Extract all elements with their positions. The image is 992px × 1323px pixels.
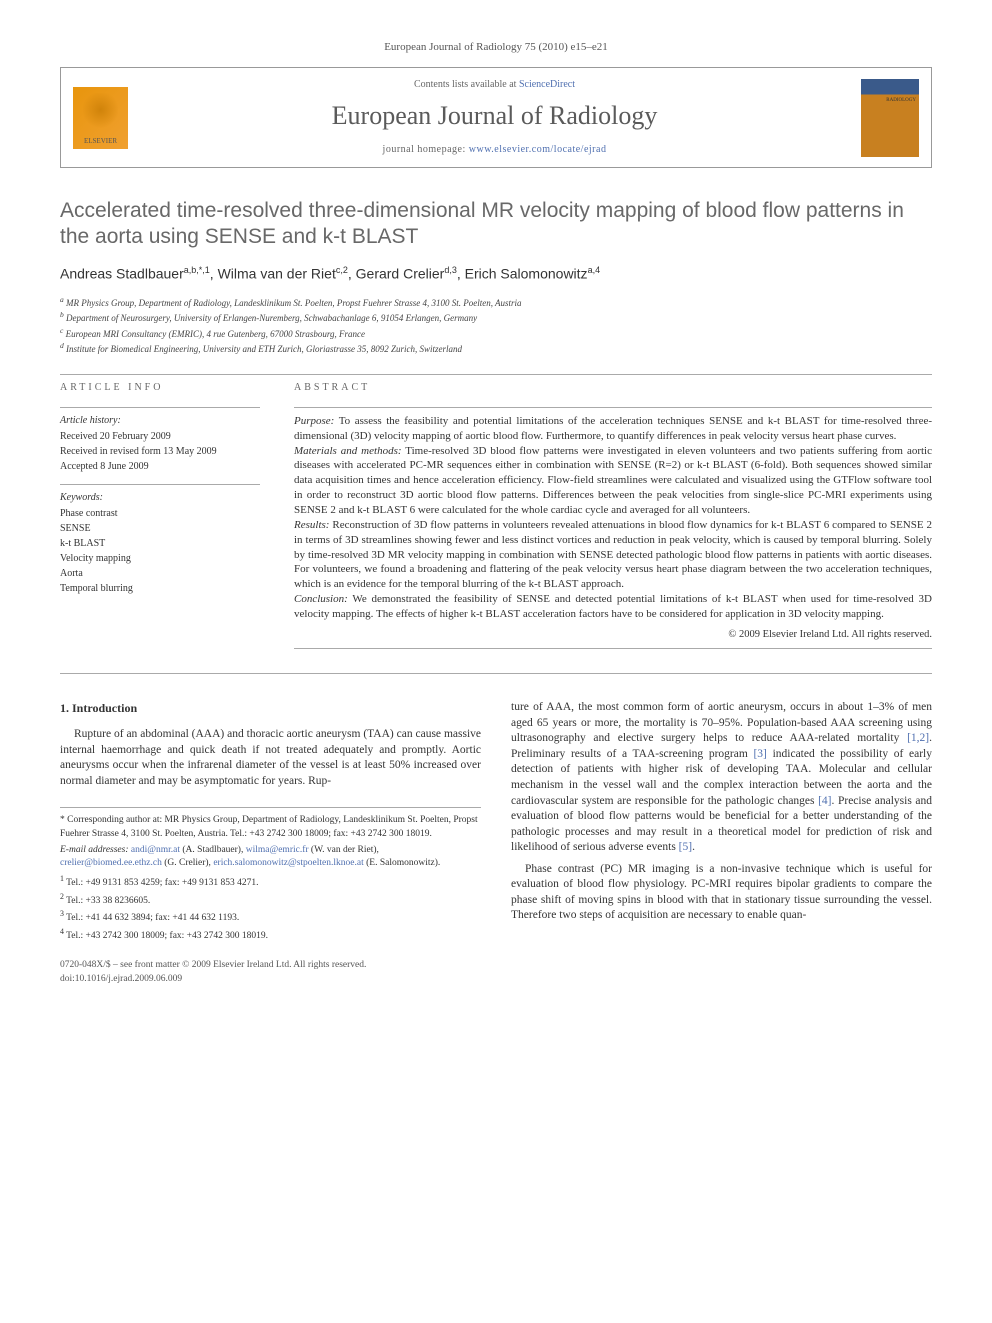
history-item: Received in revised form 13 May 2009	[60, 445, 260, 459]
footnotes-block: * Corresponding author at: MR Physics Gr…	[60, 807, 481, 943]
contents-prefix: Contents lists available at	[414, 79, 519, 90]
affiliation-line: c European MRI Consultancy (EMRIC), 4 ru…	[60, 326, 932, 341]
footnote-tel: 3 Tel.: +41 44 632 3894; fax: +41 44 632…	[60, 908, 481, 925]
abstract-segment: Conclusion: We demonstrated the feasibil…	[294, 592, 932, 622]
elsevier-logo: ELSEVIER	[73, 87, 128, 149]
abstract-label: ABSTRACT	[294, 381, 932, 395]
citation-header: European Journal of Radiology 75 (2010) …	[60, 40, 932, 55]
keyword-item: Velocity mapping	[60, 552, 260, 566]
affiliations: a MR Physics Group, Department of Radiol…	[60, 295, 932, 356]
email-link[interactable]: andi@nmr.at	[131, 845, 180, 855]
text-run: .	[692, 841, 695, 853]
body-paragraph: ture of AAA, the most common form of aor…	[511, 700, 932, 855]
homepage-prefix: journal homepage:	[383, 144, 469, 155]
history-item: Received 20 February 2009	[60, 430, 260, 444]
email-addresses: E-mail addresses: andi@nmr.at (A. Stadlb…	[60, 844, 481, 871]
divider	[60, 673, 932, 674]
footnote-tel: 4 Tel.: +43 2742 300 18009; fax: +43 274…	[60, 926, 481, 943]
homepage-link[interactable]: www.elsevier.com/locate/ejrad	[469, 144, 607, 155]
divider	[294, 407, 932, 408]
abstract-text: Purpose: To assess the feasibility and p…	[294, 414, 932, 622]
body-paragraph: Phase contrast (PC) MR imaging is a non-…	[511, 862, 932, 924]
page-footer: 0720-048X/$ – see front matter © 2009 El…	[60, 959, 932, 986]
abstract-col: ABSTRACT Purpose: To assess the feasibil…	[294, 381, 932, 656]
abstract-segment: Purpose: To assess the feasibility and p…	[294, 414, 932, 444]
ref-link[interactable]: [3]	[753, 748, 766, 760]
footnote-tel: 1 Tel.: +49 9131 853 4259; fax: +49 9131…	[60, 873, 481, 890]
doi-line: doi:10.1016/j.ejrad.2009.06.009	[60, 973, 932, 986]
ref-link[interactable]: [1,2]	[907, 732, 929, 744]
keyword-item: Phase contrast	[60, 507, 260, 521]
abstract-copyright: © 2009 Elsevier Ireland Ltd. All rights …	[294, 628, 932, 643]
authors-line: Andreas Stadlbauera,b,*,1, Wilma van der…	[60, 264, 932, 284]
left-column: 1. Introduction Rupture of an abdominal …	[60, 700, 481, 943]
right-column: ture of AAA, the most common form of aor…	[511, 700, 932, 943]
header-center: Contents lists available at ScienceDirec…	[140, 78, 849, 156]
divider	[60, 407, 260, 408]
affiliation-line: a MR Physics Group, Department of Radiol…	[60, 295, 932, 310]
history-item: Accepted 8 June 2009	[60, 460, 260, 474]
keyword-item: k-t BLAST	[60, 537, 260, 551]
article-info-col: ARTICLE INFO Article history: Received 2…	[60, 381, 260, 656]
ref-link[interactable]: [4]	[818, 795, 831, 807]
keywords-label: Keywords:	[60, 491, 260, 505]
text-run: ture of AAA, the most common form of aor…	[511, 701, 932, 744]
footnote-tel: 2 Tel.: +33 38 8236605.	[60, 891, 481, 908]
keyword-item: Aorta	[60, 567, 260, 581]
article-info-label: ARTICLE INFO	[60, 381, 260, 395]
sciencedirect-link[interactable]: ScienceDirect	[519, 79, 575, 90]
journal-header-box: ELSEVIER Contents lists available at Sci…	[60, 67, 932, 167]
footer-line: 0720-048X/$ – see front matter © 2009 El…	[60, 959, 932, 972]
journal-cover-thumbnail	[861, 79, 919, 157]
abstract-segment: Results: Reconstruction of 3D flow patte…	[294, 518, 932, 592]
keyword-item: SENSE	[60, 522, 260, 536]
journal-homepage-line: journal homepage: www.elsevier.com/locat…	[140, 143, 849, 157]
email-link[interactable]: wilma@emric.fr	[246, 845, 309, 855]
divider	[294, 648, 932, 649]
history-label: Article history:	[60, 414, 260, 428]
intro-heading: 1. Introduction	[60, 700, 481, 717]
elsevier-label: ELSEVIER	[84, 137, 117, 147]
body-paragraph: Rupture of an abdominal (AAA) and thorac…	[60, 727, 481, 789]
keyword-item: Temporal blurring	[60, 582, 260, 596]
journal-name: European Journal of Radiology	[140, 98, 849, 134]
contents-line: Contents lists available at ScienceDirec…	[140, 78, 849, 92]
body-columns: 1. Introduction Rupture of an abdominal …	[60, 700, 932, 943]
corresponding-author: * Corresponding author at: MR Physics Gr…	[60, 814, 481, 841]
affiliation-line: b Department of Neurosurgery, University…	[60, 310, 932, 325]
divider	[60, 484, 260, 485]
article-title: Accelerated time-resolved three-dimensio…	[60, 198, 932, 251]
abstract-segment: Materials and methods: Time-resolved 3D …	[294, 444, 932, 518]
divider	[60, 374, 932, 375]
email-link[interactable]: crelier@biomed.ee.ethz.ch	[60, 858, 162, 868]
ref-link[interactable]: [5]	[679, 841, 692, 853]
affiliation-line: d Institute for Biomedical Engineering, …	[60, 341, 932, 356]
email-link[interactable]: erich.salomonowitz@stpoelten.lknoe.at	[213, 858, 363, 868]
info-abstract-row: ARTICLE INFO Article history: Received 2…	[60, 381, 932, 656]
